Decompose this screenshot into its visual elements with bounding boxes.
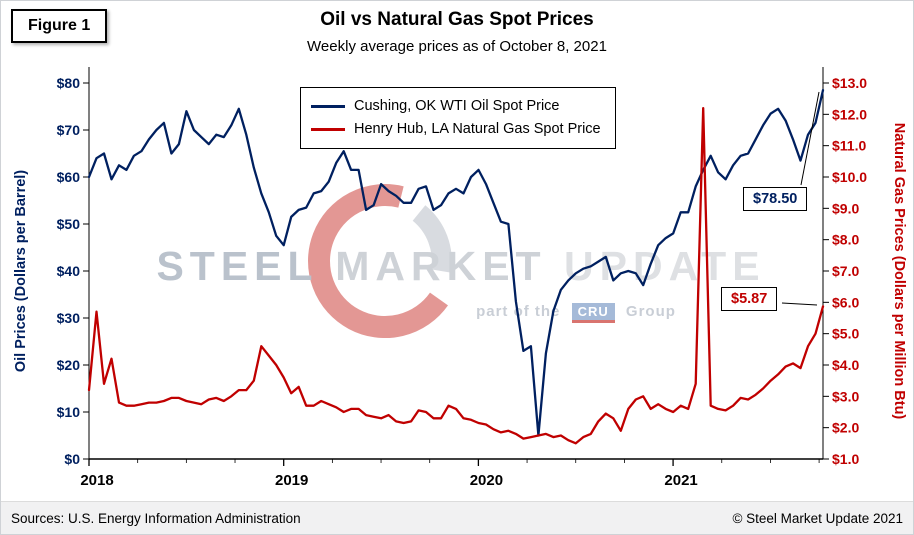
- legend-line-swatch: [311, 105, 345, 108]
- legend-line-swatch: [311, 128, 345, 131]
- svg-text:2019: 2019: [275, 472, 308, 489]
- svg-text:$0: $0: [64, 451, 80, 467]
- svg-text:$70: $70: [57, 122, 81, 138]
- svg-text:$7.0: $7.0: [832, 263, 859, 279]
- gas-series-line: [87, 106, 825, 445]
- oil-price-callout: $78.50: [743, 187, 808, 211]
- price-line-chart: $0 $10 $20 $30 $40 $50 $60 $70 $80 $1.0 $2.0 $3.0 $4…: [13, 67, 907, 489]
- gas-price-callout: $5.87: [721, 287, 778, 311]
- svg-text:$60: $60: [57, 169, 81, 185]
- svg-text:$1.0: $1.0: [832, 451, 859, 467]
- svg-text:$10: $10: [57, 404, 81, 420]
- legend-label: Henry Hub, LA Natural Gas Spot Price: [354, 121, 601, 137]
- footer-bar: Sources: U.S. Energy Information Adminis…: [1, 501, 913, 534]
- svg-text:Natural Gas Prices (Dollars pe: Natural Gas Prices (Dollars per Million …: [891, 123, 907, 420]
- svg-text:$50: $50: [57, 216, 81, 232]
- svg-text:2018: 2018: [80, 472, 113, 489]
- svg-text:$10.0: $10.0: [832, 169, 867, 185]
- svg-text:2020: 2020: [470, 472, 503, 489]
- svg-text:$2.0: $2.0: [832, 420, 859, 436]
- sources-text: Sources: U.S. Energy Information Adminis…: [11, 510, 301, 526]
- svg-text:$5.0: $5.0: [832, 326, 859, 342]
- svg-text:$12.0: $12.0: [832, 106, 867, 122]
- svg-text:$40: $40: [57, 263, 81, 279]
- svg-text:$3.0: $3.0: [832, 388, 859, 404]
- svg-text:$80: $80: [57, 75, 81, 91]
- svg-text:$4.0: $4.0: [832, 357, 859, 373]
- svg-text:Oil Prices (Dollars per Barrel: Oil Prices (Dollars per Barrel): [13, 170, 29, 372]
- legend-label: Cushing, OK WTI Oil Spot Price: [354, 98, 560, 114]
- chart-legend: Cushing, OK WTI Oil Spot Price Henry Hub,…: [300, 87, 616, 149]
- svg-text:$20: $20: [57, 357, 81, 373]
- svg-text:$11.0: $11.0: [832, 138, 866, 154]
- svg-text:$6.0: $6.0: [832, 294, 859, 310]
- legend-item: Cushing, OK WTI Oil Spot Price: [311, 95, 601, 118]
- svg-text:$9.0: $9.0: [832, 200, 859, 216]
- svg-text:$13.0: $13.0: [832, 75, 867, 91]
- chart-subtitle: Weekly average prices as of October 8, 2…: [307, 38, 607, 55]
- svg-text:$8.0: $8.0: [832, 232, 859, 248]
- figure-label: Figure 1: [11, 9, 108, 43]
- chart-title: Oil vs Natural Gas Spot Prices: [320, 9, 594, 30]
- svg-text:2021: 2021: [664, 472, 697, 489]
- legend-item: Henry Hub, LA Natural Gas Spot Price: [311, 118, 601, 141]
- chart-titles: Oil vs Natural Gas Spot Prices Weekly av…: [1, 9, 913, 55]
- svg-text:$30: $30: [57, 310, 81, 326]
- copyright-text: © Steel Market Update 2021: [732, 510, 903, 526]
